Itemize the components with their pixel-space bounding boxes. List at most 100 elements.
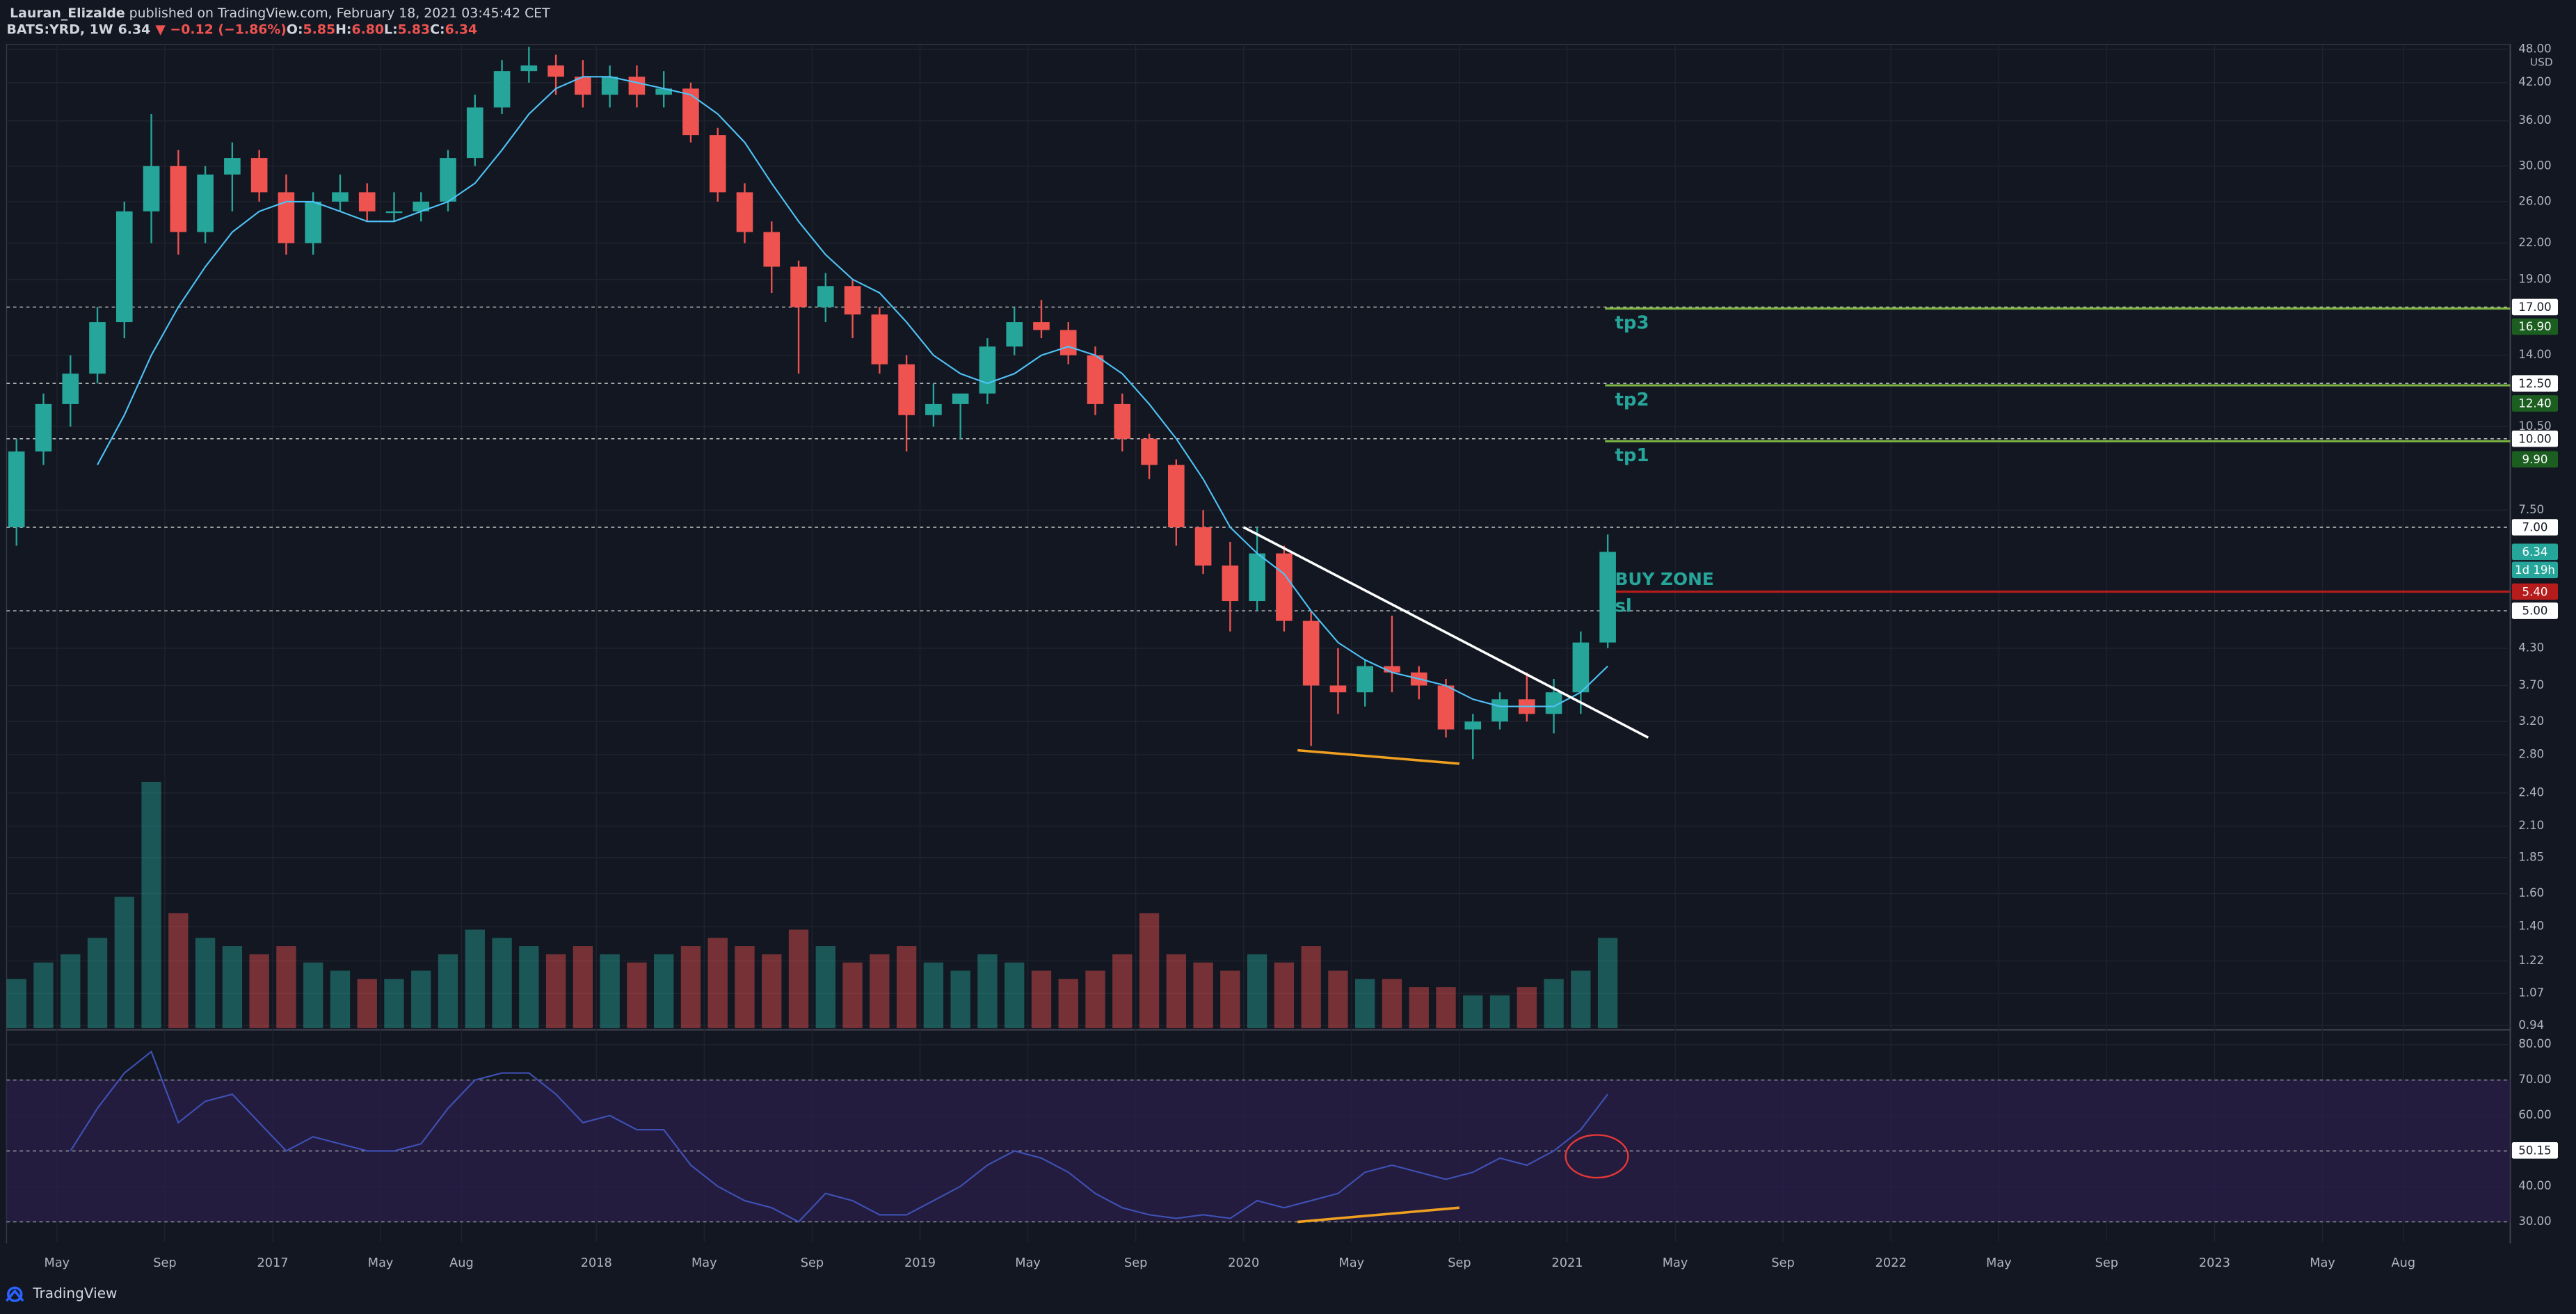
volume-bar [33, 962, 54, 1029]
x-tick-label: May [45, 1256, 70, 1270]
candle-body [601, 77, 618, 95]
volume-bar [1301, 946, 1321, 1029]
symbol-part: ▼ −0.12 (−1.86%) [155, 22, 287, 37]
volume-bar [573, 946, 593, 1029]
y-tick-label: 14.00 [2518, 348, 2551, 361]
volume-bar [1355, 979, 1375, 1029]
candle-body [871, 314, 888, 364]
y-tick-label: 19.00 [2518, 272, 2551, 285]
rsi-badge-bg [2511, 1142, 2559, 1159]
level-badge-bg [2511, 298, 2559, 316]
candle-body [1302, 620, 1320, 686]
volume-bar [1463, 995, 1483, 1029]
rsi-line [70, 1050, 1608, 1223]
zone-above-label: BUY ZONE [1615, 569, 1713, 589]
level-badge: 7.00 [2522, 521, 2548, 534]
last-price-badge-bg [2511, 543, 2559, 561]
candle-body [1222, 565, 1239, 602]
candle-body [682, 88, 699, 136]
x-tick-label: 2023 [2199, 1256, 2230, 1270]
y-tick-label: 1.40 [2518, 920, 2544, 933]
volume-bar [1597, 938, 1618, 1029]
candle-body [1033, 322, 1050, 330]
time-axis [0, 1243, 2576, 1279]
level-badge-bg [2511, 430, 2559, 447]
candle-body [8, 451, 25, 528]
zone-badge-bg [2511, 395, 2559, 412]
x-tick-label: 2019 [904, 1256, 936, 1270]
rsi-tick-label: 70.00 [2518, 1073, 2551, 1086]
y-tick-label: 7.50 [2518, 503, 2544, 516]
y-tick-label: 22.00 [2518, 236, 2551, 249]
candle-body [385, 211, 403, 214]
y-tick-label: 48.00 [2518, 42, 2551, 56]
candle-body [736, 192, 753, 232]
y-tick-label: 2.80 [2518, 747, 2544, 760]
candle-body [278, 192, 295, 243]
candle-body [197, 174, 214, 232]
candle-body [466, 107, 483, 159]
candle-body [1087, 355, 1104, 404]
candle-body [1545, 692, 1562, 714]
candle-body [952, 393, 969, 404]
level-badge: 12.50 [2518, 377, 2551, 390]
x-tick-label: 2021 [1551, 1256, 1583, 1270]
volume-bar [303, 962, 323, 1029]
candle-body [358, 192, 376, 211]
volume-bar [6, 979, 26, 1029]
symbol-part: C: [430, 22, 445, 37]
y-tick-label: 1.07 [2518, 986, 2544, 1000]
brand: TradingView [32, 1285, 117, 1301]
volume-bar [195, 938, 216, 1029]
volume-bar [545, 954, 566, 1029]
volume-bar [815, 946, 835, 1029]
zone-label: sl [1615, 595, 1631, 616]
volume-bar [762, 954, 782, 1029]
candle-body [1114, 403, 1131, 439]
volume-bar [61, 954, 81, 1029]
volume-bar [1193, 962, 1213, 1029]
level-badge: 17.00 [2518, 301, 2551, 314]
header-line: Lauran_Elizalde published on TradingView… [10, 5, 550, 20]
y-tick-label: 3.70 [2518, 678, 2544, 691]
symbol-part: BATS:YRD, 1W [6, 22, 113, 37]
level-badge-bg [2511, 375, 2559, 392]
candle-body [790, 266, 807, 307]
y-tick-label: 26.00 [2518, 194, 2551, 207]
volume-bar [1328, 970, 1348, 1029]
volume-bar [1112, 954, 1133, 1029]
x-tick-label: May [691, 1256, 717, 1270]
zone-badge-bg [2511, 451, 2559, 468]
x-tick-label: Sep [801, 1256, 824, 1270]
volume-bar [276, 946, 296, 1029]
volume-bar [1409, 987, 1429, 1029]
y-tick-label: 30.00 [2518, 159, 2551, 172]
symbol-part: 6.80 [351, 22, 384, 37]
volume-bar [1220, 970, 1240, 1029]
x-tick-label: May [1663, 1256, 1688, 1270]
candle-body [35, 403, 52, 452]
level-badge-bg [2511, 602, 2559, 619]
volume-bar [465, 929, 485, 1029]
y-tick-label: 36.00 [2518, 113, 2551, 127]
volume-bar [627, 962, 647, 1029]
rsi-tick-label: 30.00 [2518, 1215, 2551, 1228]
volume-bar [842, 962, 863, 1029]
zone-badge: 12.40 [2518, 397, 2551, 410]
brand-logo [6, 1286, 24, 1302]
symbol-part: 6.34 [118, 22, 151, 37]
y-tick-label: 1.85 [2518, 850, 2544, 863]
zone-badge: 5.40 [2522, 585, 2548, 598]
volume-bar [357, 979, 377, 1029]
candle-body [1329, 685, 1347, 693]
candle-body [655, 88, 672, 95]
zone-badge-bg [2511, 318, 2559, 335]
candle-body [1572, 642, 1590, 693]
volume-bar [411, 970, 431, 1029]
volume-bar [1436, 987, 1456, 1029]
candle-body [305, 201, 321, 243]
volume-bar [654, 954, 674, 1029]
x-tick-label: Sep [2095, 1256, 2118, 1270]
